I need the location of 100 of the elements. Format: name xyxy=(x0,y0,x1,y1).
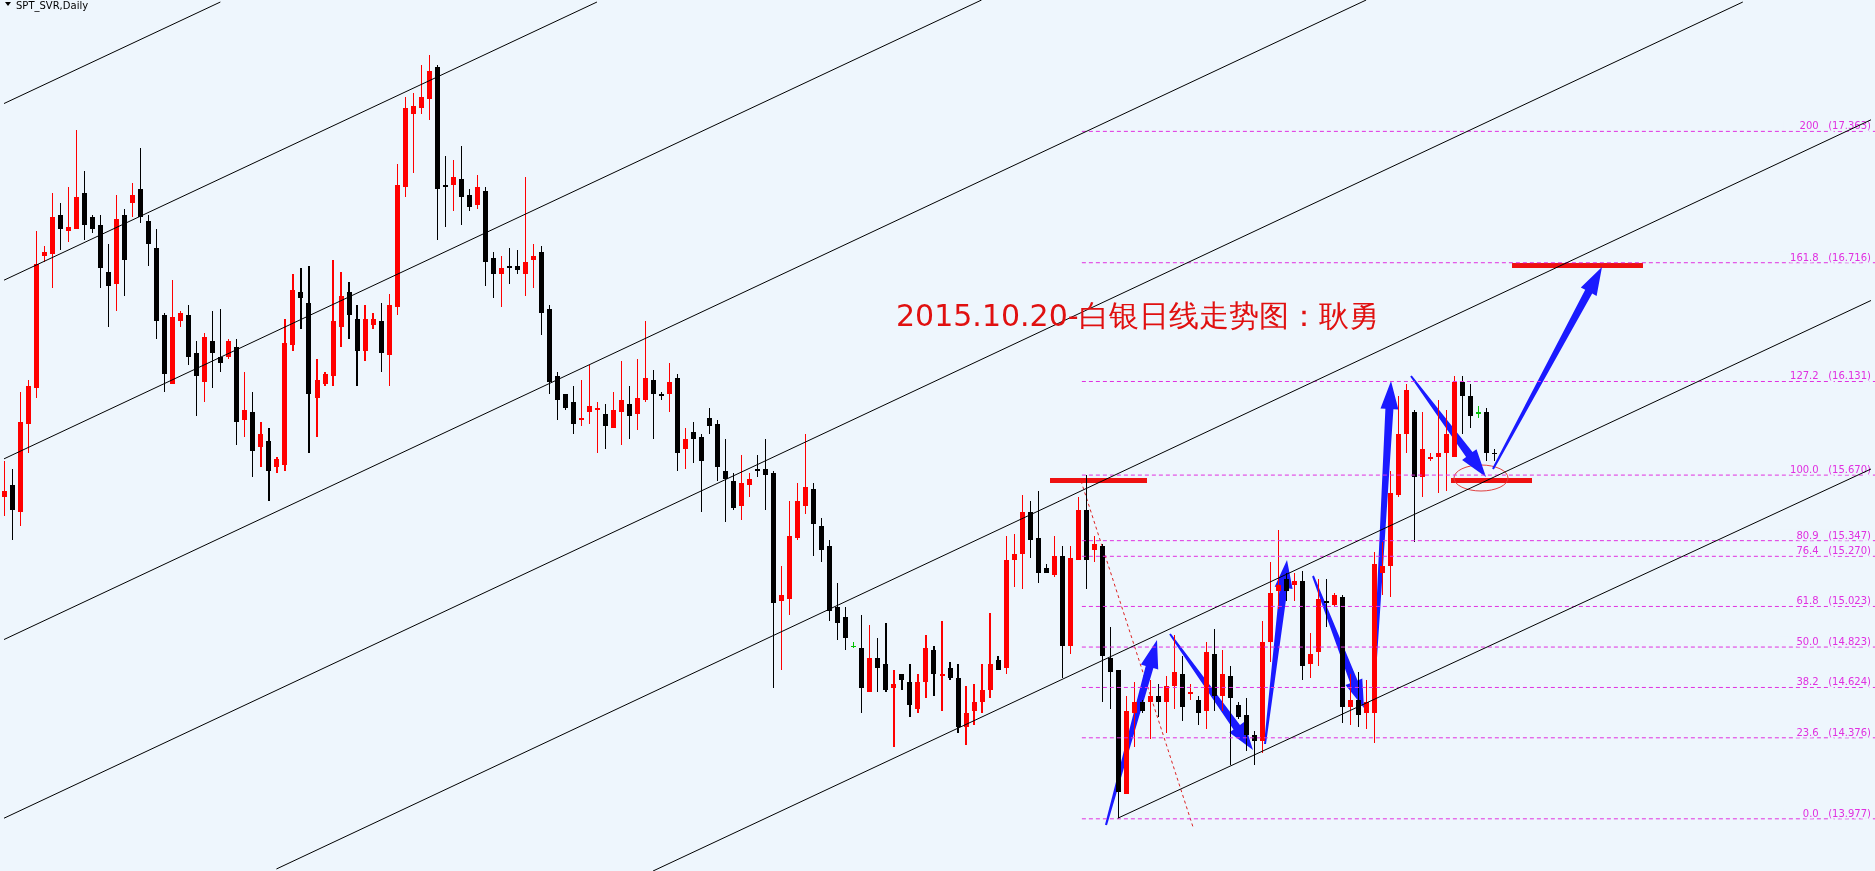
candlestick xyxy=(1171,634,1177,710)
candlestick xyxy=(843,606,849,651)
candlestick xyxy=(418,64,424,115)
candlestick xyxy=(210,310,216,389)
candlestick xyxy=(707,407,713,436)
candlestick xyxy=(1492,448,1498,462)
candlestick xyxy=(1252,730,1257,767)
candlestick xyxy=(1324,578,1330,628)
candlestick xyxy=(90,214,96,235)
candlestick xyxy=(1163,675,1169,734)
text: 2015.10.20-白银日线走势图：耿勇 xyxy=(896,297,1379,335)
candlestick xyxy=(146,214,152,267)
candlestick xyxy=(835,582,841,641)
candlestick xyxy=(450,159,456,212)
ref-line-label: 76.4 (15.270) xyxy=(1796,545,1872,557)
ref-line-label: 80.9 (15.347) xyxy=(1796,529,1872,541)
candlestick xyxy=(907,663,913,718)
candlestick xyxy=(442,155,448,228)
candlestick xyxy=(490,251,496,300)
candlestick xyxy=(2,460,7,517)
candlestick xyxy=(370,312,376,330)
candlestick xyxy=(458,145,464,226)
candlestick xyxy=(346,281,352,340)
candlestick xyxy=(258,421,264,468)
ref-line-label: 61.8 (15.023) xyxy=(1796,595,1872,607)
candlestick xyxy=(506,247,512,285)
candlestick xyxy=(1364,679,1370,730)
candlestick xyxy=(1380,541,1386,596)
candlestick xyxy=(1091,535,1097,563)
ref-line-label: 23.6 (14.376) xyxy=(1796,726,1872,738)
candlestick xyxy=(530,243,536,289)
candlestick xyxy=(1219,649,1225,712)
candlestick xyxy=(1308,632,1314,679)
candlestick xyxy=(1195,695,1201,726)
candlestick xyxy=(971,683,977,726)
candlestick xyxy=(899,673,905,691)
ref-line-label: 0.0 (13.977) xyxy=(1802,807,1872,819)
candlestick xyxy=(1436,399,1442,494)
candlestick xyxy=(635,358,641,432)
candlestick xyxy=(1468,383,1474,429)
candlestick xyxy=(242,370,248,438)
candlestick xyxy=(1460,375,1466,436)
candlestick xyxy=(314,358,320,438)
candlestick xyxy=(594,401,600,454)
candlestick xyxy=(1051,535,1057,578)
candlestick xyxy=(779,565,785,671)
candlestick xyxy=(1227,665,1233,767)
candlestick xyxy=(1356,671,1362,728)
candlestick xyxy=(66,186,72,243)
candlestick xyxy=(667,362,673,413)
candlestick xyxy=(586,364,592,425)
candlestick xyxy=(1444,409,1450,492)
ref-line-label: 38.2 (14.624) xyxy=(1796,676,1872,688)
candlestick xyxy=(58,202,64,251)
candlestick xyxy=(194,340,200,417)
candlestick xyxy=(130,182,136,218)
candlestick xyxy=(979,663,985,714)
candlestick xyxy=(723,437,729,523)
candlestick xyxy=(891,669,897,748)
ref-line-label: 100.0 (15.670) xyxy=(1790,464,1872,476)
candlestick xyxy=(1284,571,1290,602)
candlestick xyxy=(1276,529,1282,610)
candlestick xyxy=(618,360,624,446)
candlestick xyxy=(1107,626,1113,710)
candlestick xyxy=(1243,697,1249,752)
candlestick xyxy=(1147,679,1153,740)
candlestick xyxy=(578,379,584,427)
candlestick xyxy=(1131,681,1137,748)
candlestick xyxy=(851,640,857,649)
candlestick xyxy=(755,454,761,478)
candlestick xyxy=(1292,571,1298,602)
candlestick xyxy=(498,255,504,308)
candlestick xyxy=(691,421,697,464)
candlestick xyxy=(522,176,528,298)
ref-line-label: 127.2 (16.131) xyxy=(1790,370,1872,382)
ref-line-label: 161.8 (16.716) xyxy=(1790,251,1872,263)
candlestick xyxy=(643,320,649,403)
candlestick xyxy=(474,174,480,210)
candlestick xyxy=(875,636,881,693)
candlestick xyxy=(602,403,608,450)
candlestick xyxy=(627,385,632,440)
candlestick xyxy=(683,427,689,470)
candlestick xyxy=(1476,405,1482,419)
candlestick xyxy=(803,433,809,515)
candlestick xyxy=(651,368,657,440)
candlestick xyxy=(747,472,753,499)
candlestick xyxy=(610,391,616,429)
candlestick xyxy=(1155,683,1161,718)
candlestick xyxy=(939,620,945,712)
candlestick xyxy=(947,661,953,681)
candlestick xyxy=(763,437,769,511)
candlestick xyxy=(466,188,472,212)
candlestick xyxy=(410,92,416,174)
candlestick xyxy=(298,267,304,330)
ref-line-label: 50.0 (14.823) xyxy=(1796,636,1872,648)
candlestick xyxy=(739,454,745,521)
candlestick xyxy=(514,249,520,275)
candlestick xyxy=(570,385,576,436)
annotation: SPT_SVR,Daily xyxy=(16,0,89,11)
candlestick xyxy=(1011,533,1017,588)
